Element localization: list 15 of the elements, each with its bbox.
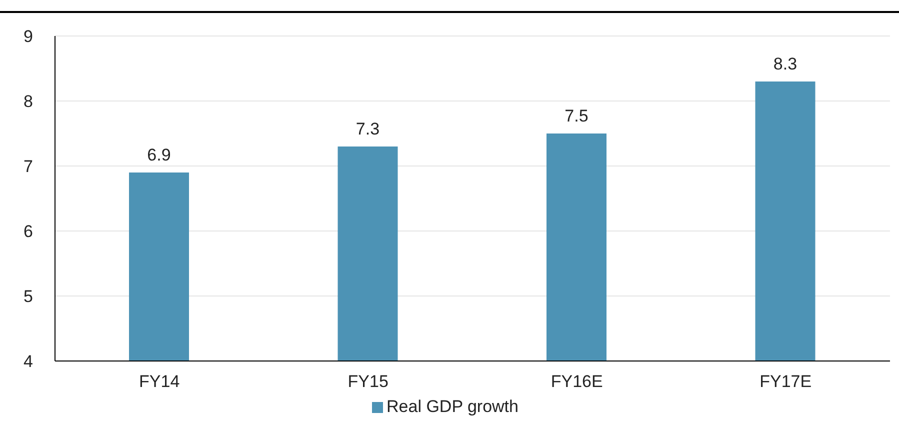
x-tick-label: FY14	[139, 372, 180, 392]
y-tick-label: 5	[24, 287, 33, 306]
data-label: 7.5	[564, 106, 588, 126]
y-tick-label: 7	[24, 157, 33, 176]
legend-label: Real GDP growth	[386, 397, 518, 416]
x-tick-label: FY17E	[760, 372, 812, 392]
data-label: 8.3	[773, 54, 798, 74]
y-tick-label: 8	[24, 92, 33, 112]
x-tick-label: FY15	[348, 372, 388, 392]
y-tick-label: 4	[24, 352, 33, 372]
data-label: 7.3	[356, 120, 380, 138]
y-tick-label: 6	[24, 222, 33, 242]
x-tick-label: FY16E	[550, 372, 603, 392]
data-label: 6.9	[147, 146, 171, 164]
y-tick-label: 9	[24, 27, 33, 46]
